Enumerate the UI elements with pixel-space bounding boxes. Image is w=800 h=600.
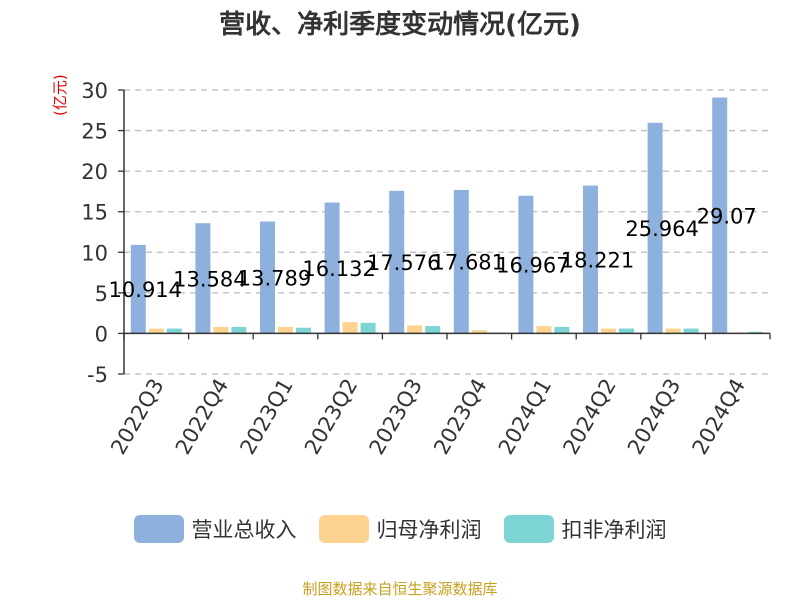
x-tick-label: 2022Q3 xyxy=(106,375,168,459)
x-tick-label: 2024Q2 xyxy=(558,375,620,459)
legend-label-revenue: 营业总收入 xyxy=(191,518,297,542)
data-label-revenue: 10.914 xyxy=(109,278,182,302)
bar-revenue xyxy=(324,202,340,334)
data-label-revenue: 17.681 xyxy=(432,251,505,275)
x-tick-label: 2022Q4 xyxy=(171,375,233,459)
bar-deducted-net-profit xyxy=(748,331,764,334)
bar-revenue xyxy=(130,244,146,334)
data-label-revenue: 13.584 xyxy=(173,267,246,291)
bar-deducted-net-profit xyxy=(231,326,247,334)
x-tick-label: 2024Q4 xyxy=(688,375,750,459)
legend-label-net-profit: 归母净利润 xyxy=(376,518,482,542)
x-tick-label: 2024Q1 xyxy=(494,375,556,459)
bar-deducted-net-profit xyxy=(425,326,441,334)
data-label-revenue: 16.132 xyxy=(302,257,375,281)
bar-revenue xyxy=(712,97,728,334)
y-tick-label: 5 xyxy=(95,282,108,306)
x-tick-label: 2024Q3 xyxy=(623,375,685,459)
legend-item-deducted-net-profit[interactable]: 扣非净利润 xyxy=(503,514,667,544)
bar-net-profit xyxy=(471,330,487,334)
data-label-revenue: 25.964 xyxy=(625,217,698,241)
x-tick-label: 2023Q2 xyxy=(300,375,362,459)
legend-swatch-net-profit xyxy=(318,515,369,543)
legend-item-revenue[interactable]: 营业总收入 xyxy=(133,514,297,544)
legend-item-net-profit[interactable]: 归母净利润 xyxy=(318,514,482,544)
bar-net-profit xyxy=(665,328,681,334)
data-label-revenue: 13.789 xyxy=(238,266,311,290)
y-tick-label: 15 xyxy=(81,201,108,225)
legend-swatch-revenue xyxy=(133,515,184,543)
bar-net-profit xyxy=(407,325,423,334)
data-label-revenue: 16.967 xyxy=(496,254,569,278)
bar-deducted-net-profit xyxy=(619,328,634,334)
bar-revenue xyxy=(453,189,469,334)
y-tick-label: 30 xyxy=(81,79,108,103)
bar-revenue xyxy=(518,195,534,334)
bar-revenue xyxy=(260,221,275,334)
bar-net-profit xyxy=(278,326,293,334)
legend-swatch-deducted-net-profit xyxy=(503,515,554,543)
bar-deducted-net-profit xyxy=(683,328,699,334)
bar-revenue xyxy=(389,190,405,334)
bar-deducted-net-profit xyxy=(554,326,570,334)
chart-title: 营收、净利季度变动情况(亿元) xyxy=(219,10,581,40)
bar-net-profit xyxy=(601,328,616,334)
bar-revenue xyxy=(195,223,211,334)
x-tick-label: 2023Q4 xyxy=(429,375,491,459)
data-source-note: 制图数据来自恒生聚源数据库 xyxy=(302,580,498,598)
bar-deducted-net-profit xyxy=(296,327,311,334)
y-tick-label: 20 xyxy=(81,160,108,184)
y-tick-label: 25 xyxy=(81,120,108,144)
bar-deducted-net-profit xyxy=(166,328,182,334)
legend-label-deducted-net-profit: 扣非净利润 xyxy=(561,518,667,542)
x-tick-label: 2023Q1 xyxy=(235,375,297,459)
bar-deducted-net-profit xyxy=(360,322,376,334)
data-label-revenue: 18.221 xyxy=(561,249,634,273)
bar-net-profit xyxy=(342,322,358,334)
bar-net-profit xyxy=(213,326,229,334)
y-tick-label: 10 xyxy=(81,241,108,265)
bar-net-profit xyxy=(148,328,164,334)
x-tick-label: 2023Q3 xyxy=(365,375,427,459)
bar-net-profit xyxy=(536,326,552,334)
y-tick-label: -5 xyxy=(87,363,108,387)
bar-revenue xyxy=(647,122,663,334)
data-label-revenue: 17.576 xyxy=(367,251,440,275)
y-tick-label: 0 xyxy=(95,322,108,346)
bar-revenue xyxy=(583,185,598,334)
legend: 营业总收入 归母净利润 扣非净利润 xyxy=(0,514,800,544)
data-label-revenue: 29.07 xyxy=(697,204,757,228)
